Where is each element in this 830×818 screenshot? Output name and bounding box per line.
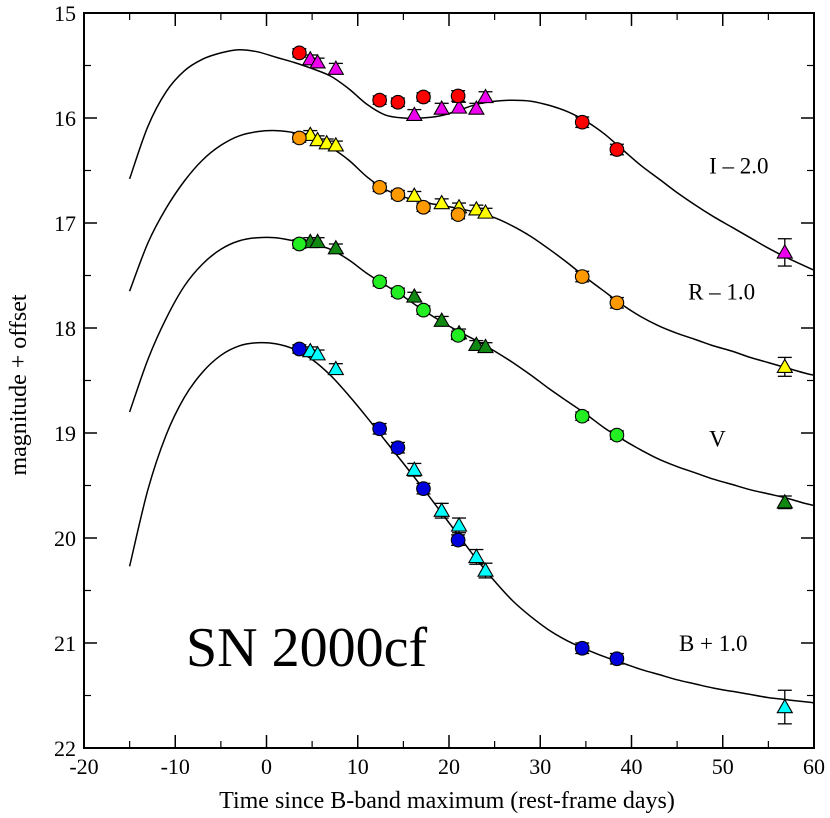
data-point-triangle-V [309, 233, 327, 249]
model-curves [128, 48, 815, 704]
data-point-triangle-R [776, 358, 794, 374]
data-point-triangle-R [405, 187, 423, 202]
x-tick-label: 20 [438, 754, 460, 779]
data-point-triangle-I [309, 53, 327, 69]
data-point-triangle-R [477, 203, 494, 219]
data-point-circle-I [292, 45, 307, 61]
data-point-triangle-V [327, 239, 345, 255]
data-point-triangle-I [776, 243, 794, 259]
data-point-triangle-I [327, 60, 345, 75]
data-point-triangle-B [776, 698, 794, 714]
data-point-triangle-B [309, 345, 327, 361]
data-point-triangle-R [327, 136, 345, 152]
data-point-circle-R [609, 295, 625, 311]
data-point-circle-R [574, 269, 590, 284]
curve-label-V: V [709, 426, 726, 451]
data-point-triangle-R [318, 134, 336, 150]
y-tick-label: 20 [54, 526, 76, 551]
data-markers [292, 45, 794, 714]
y-tick-label: 22 [54, 736, 76, 761]
data-point-triangle-V [405, 287, 423, 303]
y-tick-label: 19 [54, 421, 76, 446]
data-point-triangle-I [405, 106, 423, 122]
data-point-circle-I [609, 142, 625, 157]
curve-labels: I – 2.0 R – 1.0 V B + 1.0 [679, 153, 769, 656]
x-tick-label: -10 [161, 754, 190, 779]
x-tick-label: 30 [529, 754, 551, 779]
x-tick-label: 40 [621, 754, 643, 779]
data-point-circle-B [609, 651, 625, 667]
data-point-circle-V [292, 236, 307, 252]
data-point-circle-I [372, 92, 388, 108]
object-name-annotation: SN 2000cf [186, 617, 427, 679]
data-point-circle-V [372, 274, 388, 290]
data-point-triangle-B [477, 561, 494, 577]
data-point-circle-I [450, 88, 466, 104]
x-tick-label: 0 [261, 754, 272, 779]
data-point-circle-R [292, 130, 307, 146]
data-point-circle-V [390, 284, 406, 300]
data-point-triangle-V [433, 312, 451, 327]
data-point-circle-B [416, 481, 431, 497]
data-point-triangle-I [433, 99, 451, 115]
data-point-triangle-V [477, 338, 494, 354]
data-point-triangle-V [776, 493, 794, 509]
data-point-triangle-B [433, 502, 451, 517]
data-point-circle-R [372, 179, 388, 195]
data-point-circle-V [609, 427, 625, 443]
y-axis-title: magnitude + offset [6, 294, 32, 475]
x-tick-label: 60 [803, 754, 825, 779]
data-point-triangle-R [309, 131, 327, 147]
data-point-triangle-B [467, 548, 485, 564]
data-point-triangle-I [467, 99, 485, 115]
y-tick-label: 17 [54, 211, 76, 236]
data-point-circle-I [390, 94, 406, 110]
data-point-triangle-I [477, 88, 494, 104]
data-point-circle-B [574, 640, 590, 656]
data-point-triangle-R [467, 200, 485, 216]
data-point-circle-V [574, 408, 590, 424]
model-curve-V [128, 236, 815, 507]
curve-label-I: I – 2.0 [709, 153, 768, 178]
data-point-circle-R [390, 187, 406, 202]
data-point-triangle-B [450, 516, 468, 532]
data-point-circle-R [450, 207, 466, 222]
data-point-circle-B [390, 440, 406, 456]
x-tick-label: -20 [69, 754, 98, 779]
data-point-triangle-B [405, 461, 423, 476]
data-point-circle-I [574, 114, 590, 130]
data-point-triangle-B [327, 360, 345, 376]
y-tick-label: 16 [54, 106, 76, 131]
data-point-circle-B [292, 341, 307, 357]
data-point-circle-I [416, 89, 431, 105]
data-point-circle-B [372, 421, 388, 437]
x-tick-label: 10 [347, 754, 369, 779]
x-tick-label: 50 [712, 754, 734, 779]
data-point-circle-V [416, 302, 431, 318]
x-axis-title: Time since B-band maximum (rest-frame da… [219, 788, 675, 814]
data-point-circle-B [450, 532, 466, 548]
y-tick-label: 18 [54, 316, 76, 341]
data-point-triangle-V [467, 336, 485, 351]
data-point-circle-V [450, 328, 466, 343]
data-point-circle-R [416, 199, 431, 215]
curve-label-R: R – 1.0 [688, 279, 755, 304]
data-point-triangle-R [433, 194, 451, 210]
data-point-triangle-I [450, 98, 468, 114]
y-tick-label: 21 [54, 631, 76, 656]
tick-labels: -20 -10 0 10 20 30 40 50 60 15 16 17 18 19 20 21 22 [54, 1, 825, 779]
y-tick-label: 15 [54, 1, 76, 26]
axes [83, 12, 815, 749]
curve-label-B: B + 1.0 [679, 631, 748, 656]
